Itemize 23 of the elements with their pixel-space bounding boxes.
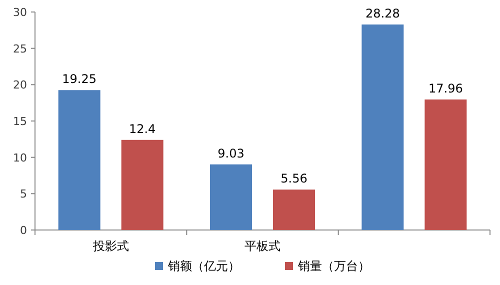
y-tick-label: 30 bbox=[13, 6, 27, 19]
data-label: 5.56 bbox=[280, 172, 308, 186]
legend-label: 销额（亿元） bbox=[167, 259, 240, 273]
data-label: 28.28 bbox=[365, 6, 400, 20]
bar bbox=[424, 99, 467, 230]
data-label: 9.03 bbox=[218, 146, 244, 160]
data-label: 19.25 bbox=[62, 72, 97, 86]
x-tick-label: 平板式 bbox=[244, 239, 280, 253]
legend-label: 销量（万台） bbox=[297, 259, 370, 273]
y-tick-label: 20 bbox=[13, 78, 27, 92]
y-tick-label: 15 bbox=[13, 115, 27, 128]
y-tick-label: 10 bbox=[13, 151, 27, 164]
y-tick-label: 0 bbox=[20, 224, 27, 237]
y-tick-label: 5 bbox=[20, 188, 27, 201]
bar bbox=[121, 140, 164, 230]
data-label: 12.4 bbox=[128, 122, 156, 136]
bar bbox=[210, 164, 252, 230]
y-tick-label: 25 bbox=[13, 42, 27, 56]
data-label: 17.96 bbox=[428, 81, 463, 96]
bar bbox=[362, 24, 404, 230]
x-tick-label: 投影式 bbox=[92, 239, 129, 253]
bar bbox=[58, 90, 100, 230]
bar bbox=[273, 190, 315, 230]
